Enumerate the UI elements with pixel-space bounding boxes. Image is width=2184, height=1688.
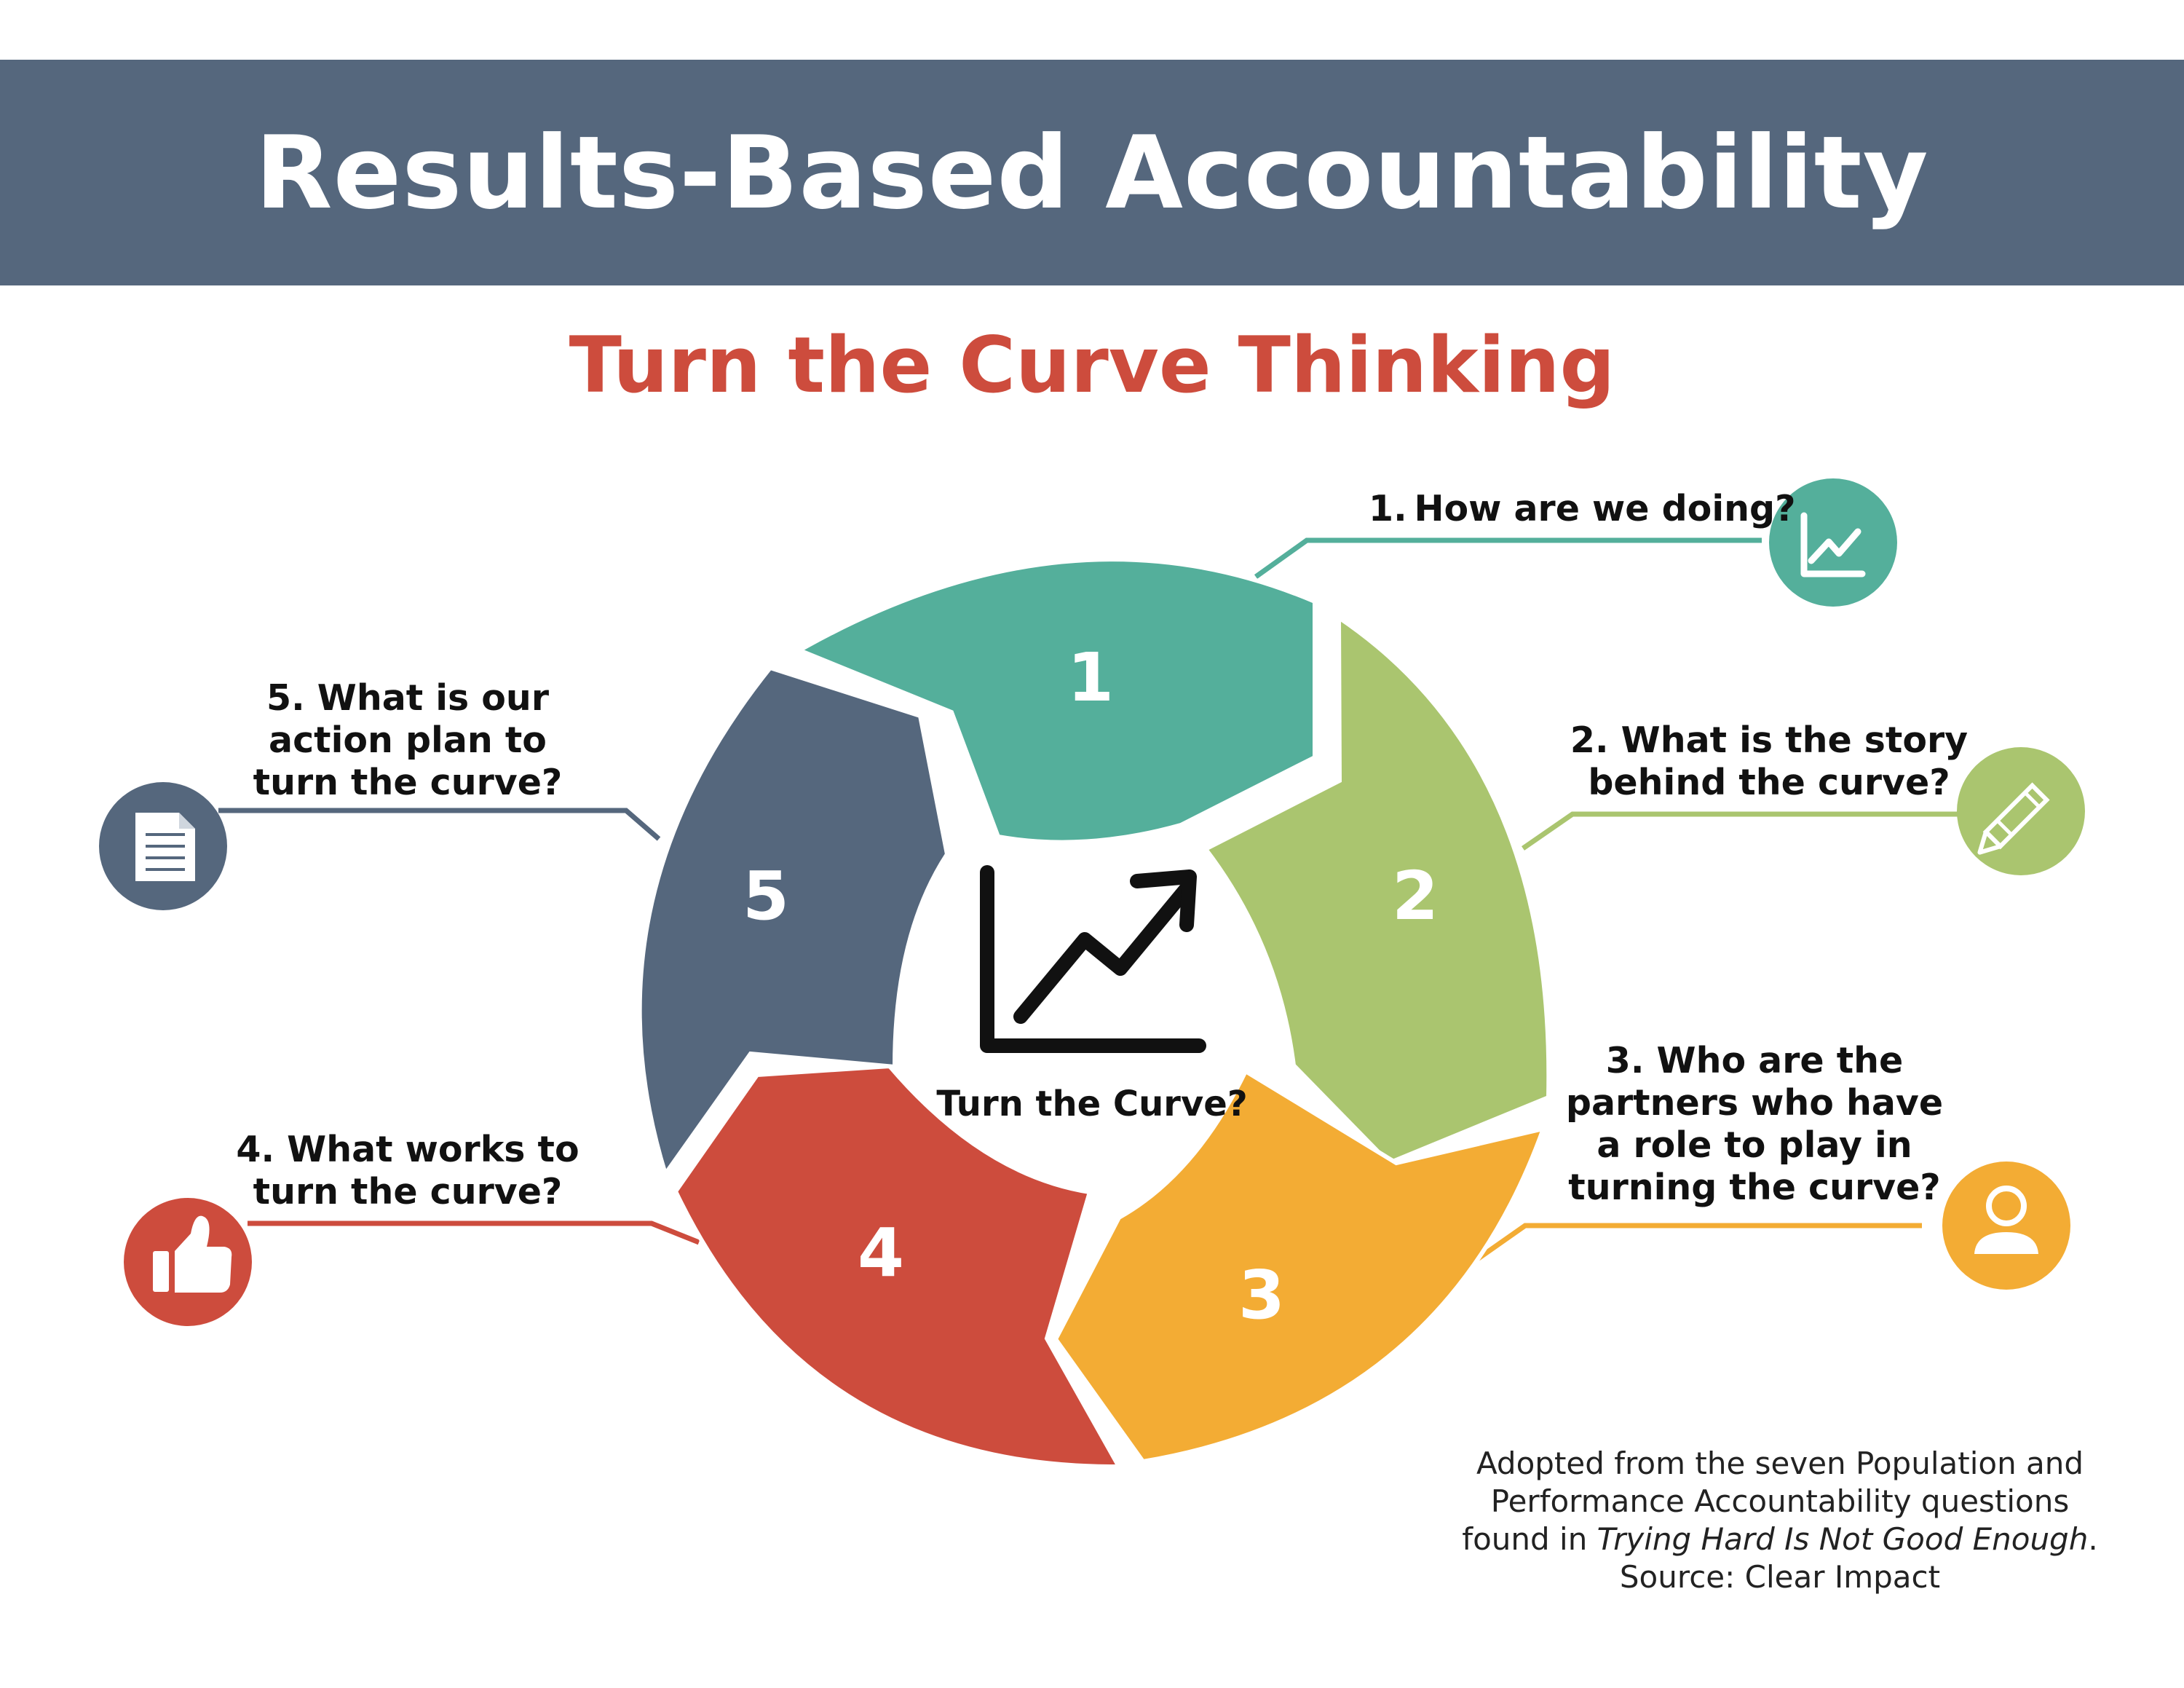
document-icon: [99, 782, 227, 910]
footnote-line-3: found in Trying Hard Is Not Good Enough.: [1427, 1521, 2133, 1558]
line-chart-icon: [1769, 478, 1897, 607]
source-footnote: Adopted from the seven Population and Pe…: [1427, 1445, 2133, 1596]
book-title: Trying Hard Is Not Good Enough: [1597, 1521, 2089, 1557]
question-3-line-2: partners who have: [1565, 1082, 1944, 1124]
connector-line-5: [218, 808, 661, 841]
pencil-icon: [1957, 747, 2085, 875]
question-3-line-1: 3. Who are the: [1605, 1040, 1904, 1081]
cycle-segment-5: [637, 665, 950, 1179]
connector-line-1: [1254, 537, 1762, 579]
question-1-line: 1. How are we doing?: [1369, 488, 1796, 529]
question-2: 2. What is the story behind the curve?: [1565, 719, 1973, 804]
segment-number-5: 5: [743, 857, 789, 935]
question-2-line-1: 2. What is the story: [1570, 719, 1969, 761]
question-1: 1. How are we doing?: [1369, 488, 1796, 530]
question-3-line-3: a role to play in: [1597, 1124, 1912, 1166]
thumbs-up-icon: [124, 1198, 252, 1326]
question-5: 5. What is our action plan to turn the c…: [226, 677, 590, 804]
question-5-line-1: 5. What is our: [266, 677, 549, 719]
question-4: 4. What works to turn the curve?: [218, 1129, 597, 1213]
center-label: Turn the Curve?: [936, 1084, 1247, 1124]
title-banner: Results-Based Accountability: [0, 60, 2184, 285]
page-subtitle: Turn the Curve Thinking: [569, 320, 1615, 410]
question-3-line-4: turning the curve?: [1568, 1167, 1941, 1208]
person-icon: [1942, 1162, 2070, 1290]
question-3: 3. Who are the partners who have a role …: [1551, 1040, 1958, 1209]
footnote-line-1: Adopted from the seven Population and: [1476, 1446, 2084, 1481]
question-5-line-3: turn the curve?: [253, 762, 563, 803]
trending-up-chart-icon: [980, 865, 1206, 1053]
footnote-line-3-suffix: .: [2088, 1521, 2098, 1557]
question-4-line-1: 4. What works to: [236, 1129, 579, 1170]
footnote-line-3-prefix: found in: [1462, 1521, 1597, 1557]
cycle-segment-3: [1053, 1068, 1547, 1464]
segment-number-1: 1: [1067, 639, 1114, 717]
cycle-segment-1: [794, 557, 1317, 845]
question-4-line-2: turn the curve?: [253, 1171, 563, 1212]
cycle-segment-2: [1202, 613, 1551, 1166]
connector-line-2: [1522, 811, 1967, 851]
connector-line-3: [1467, 1223, 1922, 1267]
segment-number-2: 2: [1392, 857, 1439, 935]
cycle-segment-4: [673, 1063, 1123, 1470]
page-title: Results-Based Accountability: [255, 114, 1929, 232]
footnote-line-2: Performance Accountability questions: [1490, 1483, 2070, 1519]
question-2-line-2: behind the curve?: [1588, 762, 1950, 803]
segment-number-3: 3: [1238, 1256, 1285, 1334]
segment-number-4: 4: [858, 1214, 904, 1292]
question-5-line-2: action plan to: [269, 719, 547, 761]
footnote-line-4: Source: Clear Impact: [1619, 1559, 1941, 1595]
connector-line-4: [248, 1220, 700, 1245]
